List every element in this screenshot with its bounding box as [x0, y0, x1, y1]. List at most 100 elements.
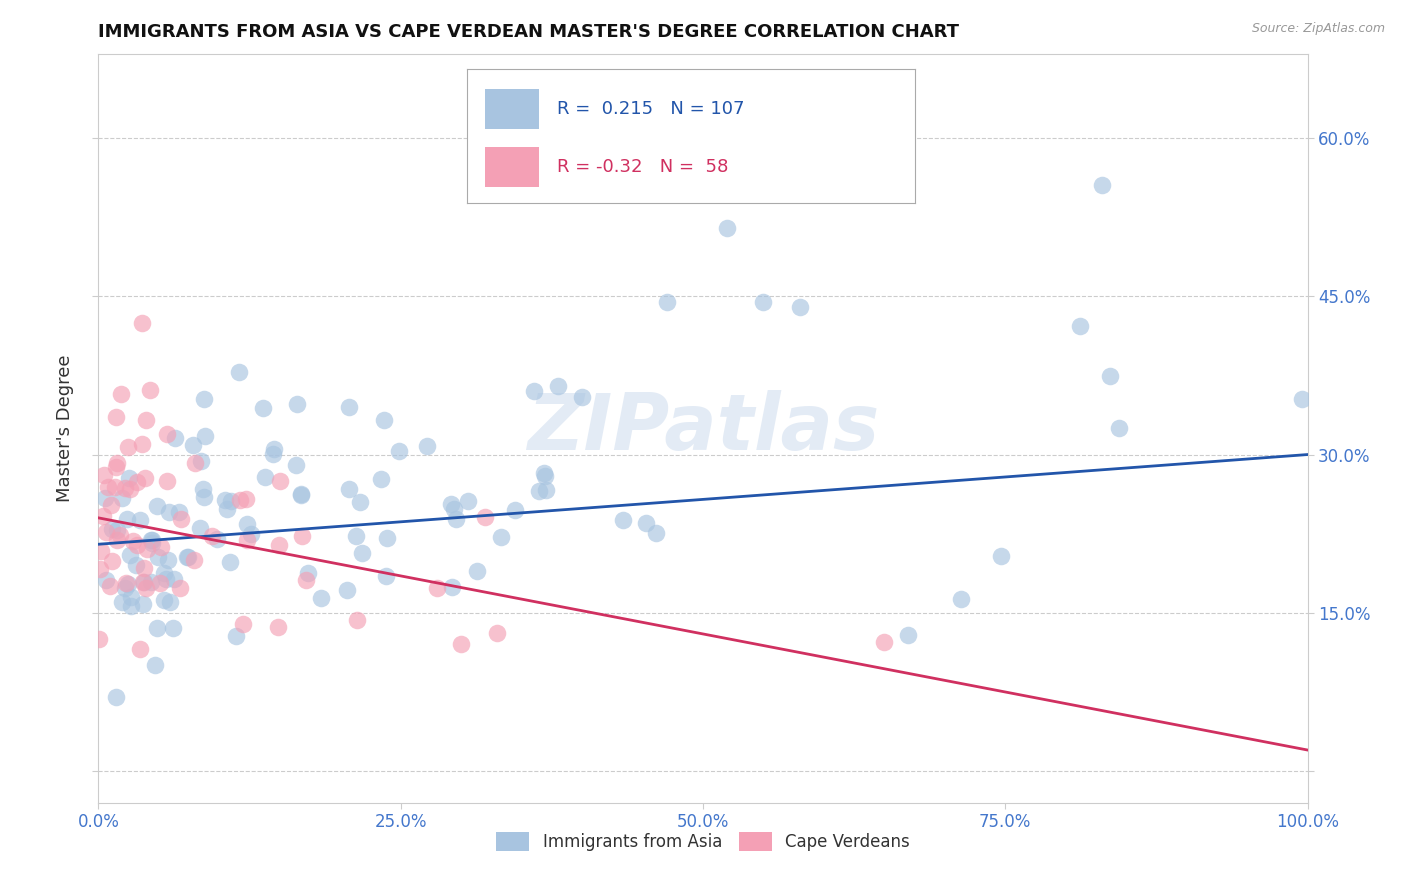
Point: [752, 294, 775, 309]
Point: [533, 466, 555, 480]
Point: [177, 549, 200, 564]
Point: [262, 447, 284, 461]
Point: [89, 562, 111, 576]
Point: [132, 574, 155, 589]
Point: [284, 458, 307, 472]
Point: [162, 621, 184, 635]
Point: [416, 439, 439, 453]
Point: [252, 401, 274, 415]
Point: [897, 628, 920, 642]
Point: [101, 554, 124, 568]
Point: [118, 471, 141, 485]
Point: [104, 690, 127, 704]
Point: [183, 553, 205, 567]
Point: [457, 493, 479, 508]
Point: [1069, 319, 1091, 334]
Text: ZIPatlas: ZIPatlas: [527, 390, 879, 467]
Point: [114, 582, 136, 596]
Point: [571, 390, 593, 404]
Point: [159, 595, 181, 609]
Point: [440, 580, 463, 594]
Point: [110, 491, 132, 506]
Text: Source: ZipAtlas.com: Source: ZipAtlas.com: [1251, 22, 1385, 36]
Point: [370, 472, 392, 486]
Point: [100, 498, 122, 512]
Point: [692, 157, 714, 171]
Point: [349, 495, 371, 509]
Point: [388, 443, 411, 458]
Point: [167, 505, 190, 519]
Point: [377, 532, 399, 546]
Point: [105, 456, 128, 470]
Point: [184, 456, 207, 470]
Point: [105, 533, 128, 548]
Point: [1291, 392, 1313, 406]
Point: [181, 438, 204, 452]
Point: [1091, 178, 1114, 193]
Point: [201, 529, 224, 543]
Point: [290, 486, 312, 500]
Point: [176, 549, 198, 564]
Point: [350, 546, 373, 560]
Point: [523, 384, 546, 399]
Point: [156, 427, 179, 442]
Point: [163, 431, 186, 445]
Point: [309, 591, 332, 606]
Point: [290, 488, 312, 502]
Point: [121, 533, 143, 548]
Point: [131, 436, 153, 450]
Point: [105, 410, 128, 425]
Point: [96, 525, 118, 540]
Point: [125, 558, 148, 573]
Point: [215, 502, 238, 516]
Point: [346, 613, 368, 627]
Point: [125, 538, 148, 552]
Point: [716, 220, 738, 235]
Point: [117, 440, 139, 454]
Point: [117, 577, 139, 591]
Point: [193, 490, 215, 504]
Point: [534, 469, 557, 483]
Point: [949, 592, 972, 607]
Point: [645, 526, 668, 541]
Point: [141, 533, 163, 547]
Point: [503, 503, 526, 517]
Point: [344, 529, 367, 543]
Point: [225, 629, 247, 643]
Point: [156, 553, 179, 567]
Point: [194, 429, 217, 443]
Point: [139, 575, 162, 590]
Point: [141, 533, 163, 548]
Point: [141, 535, 163, 549]
Point: [149, 540, 172, 554]
Legend: Immigrants from Asia, Cape Verdeans: Immigrants from Asia, Cape Verdeans: [489, 826, 917, 858]
Point: [120, 482, 142, 496]
Point: [104, 480, 127, 494]
Point: [229, 493, 252, 508]
Point: [152, 566, 174, 580]
Point: [134, 574, 156, 589]
Point: [157, 505, 180, 519]
Point: [135, 413, 157, 427]
Point: [98, 579, 121, 593]
Point: [205, 532, 228, 546]
Point: [135, 582, 157, 596]
Point: [101, 522, 124, 536]
Point: [474, 510, 496, 524]
Point: [105, 523, 128, 537]
Point: [136, 541, 159, 556]
Point: [148, 549, 170, 564]
Point: [90, 543, 112, 558]
Point: [486, 626, 509, 640]
Point: [789, 300, 811, 314]
Point: [132, 561, 155, 575]
Point: [489, 530, 512, 544]
Point: [93, 468, 115, 483]
Point: [134, 471, 156, 485]
Point: [443, 501, 465, 516]
Point: [267, 538, 290, 552]
Point: [111, 594, 134, 608]
Point: [373, 413, 395, 427]
Point: [127, 475, 149, 489]
Point: [267, 620, 290, 634]
